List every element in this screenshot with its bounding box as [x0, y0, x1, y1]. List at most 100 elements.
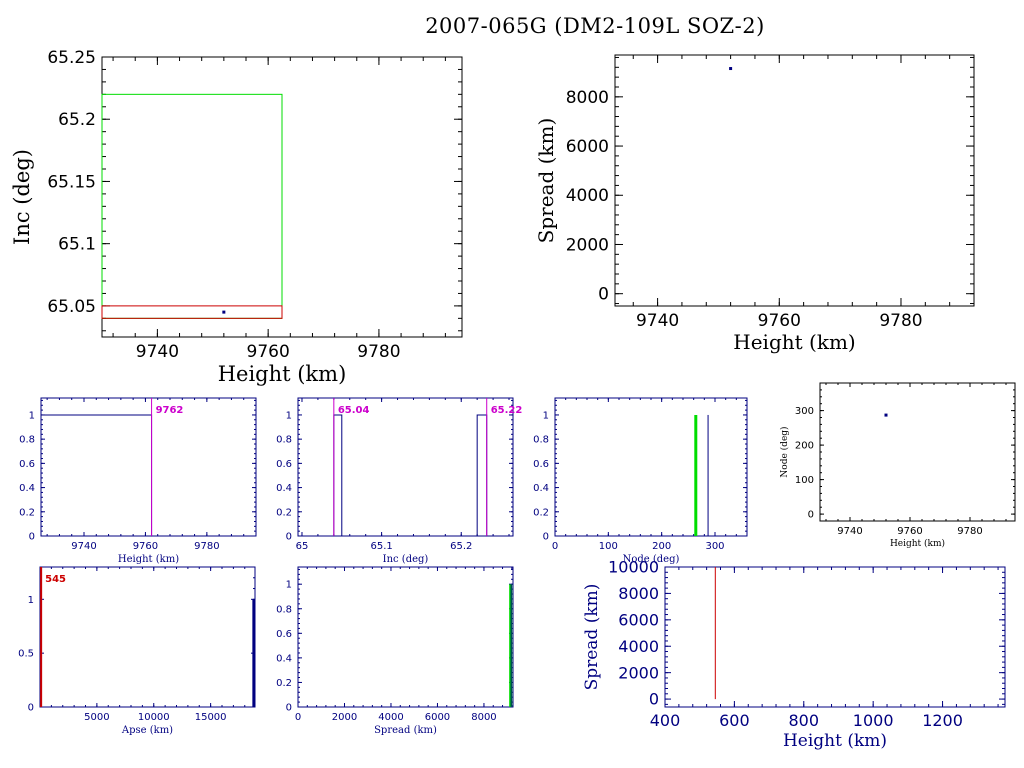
inc-vs-height-y-tick-label: 65.25: [47, 48, 96, 68]
node-vs-height-x-tick-label: 9760: [897, 526, 922, 537]
inc-hist-x-tick-label: 65.2: [450, 541, 472, 552]
spread-vs-height-x-tick-label: 9740: [636, 311, 679, 331]
spread-hist-x-axis-label: Spread (km): [374, 725, 437, 736]
spread-vs-height-low-y-tick-label: 8000: [618, 584, 659, 603]
spread-vs-height-x-tick-label: 9780: [879, 311, 922, 331]
apse-hist-x-tick-label: 5000: [84, 712, 109, 723]
spread-vs-height-low-x-tick-label: 400: [650, 711, 681, 730]
spread-hist-x-tick-label: 8000: [471, 712, 496, 723]
inc-vs-height-x-tick-label: 9740: [136, 342, 179, 362]
spread-vs-height-low-x-tick-label: 800: [789, 711, 820, 730]
spread-vs-height-frame: [614, 54, 975, 307]
spread-hist-x-tick-label: 4000: [378, 712, 403, 723]
spread-vs-height-low-y-tick-label: 4000: [618, 637, 659, 656]
node-hist-y-tick-label: 0.8: [533, 435, 549, 446]
node-hist-y-tick-label: 1: [543, 410, 549, 421]
node-hist-x-tick-label: 0: [552, 541, 558, 552]
inc-vs-height-x-tick-label: 9760: [247, 342, 290, 362]
inc-hist-histogram-step: [476, 414, 488, 536]
inc-hist-x-tick-label: 65: [296, 541, 309, 552]
spread-vs-height-x-axis-label: Height (km): [733, 330, 855, 354]
node-vs-height-y-tick-label: 100: [795, 475, 814, 486]
height-hist-x-tick-label: 9740: [71, 541, 96, 552]
apse-hist-y-tick-label: 1: [28, 595, 34, 606]
height-hist-x-tick-label: 9760: [133, 541, 158, 552]
node-vs-height-data-point: [884, 413, 888, 417]
apse-hist-y-tick-label: 0: [28, 703, 34, 714]
apse-hist-y-tick-label: 0.5: [18, 649, 34, 660]
spread-vs-height-low-x-tick-label: 600: [719, 711, 750, 730]
inc-hist-x-axis-label: Inc (deg): [383, 554, 429, 565]
spread-hist-y-tick-label: 0.6: [276, 629, 292, 640]
height-hist-y-tick-label: 0.4: [19, 483, 35, 494]
inc-hist-marker-label: 65.04: [338, 405, 370, 416]
height-hist-y-tick-label: 0: [29, 532, 35, 543]
inc-hist-y-tick-label: 0: [286, 532, 292, 543]
spread-vs-height-x-tick-label: 9760: [758, 311, 801, 331]
spread-vs-height-y-tick-label: 8000: [566, 88, 609, 108]
spread-hist-y-tick-label: 1: [286, 580, 292, 591]
spread-hist-x-tick-label: 0: [295, 712, 301, 723]
node-hist-x-tick-label: 200: [652, 541, 671, 552]
height-hist-y-tick-label: 1: [29, 410, 35, 421]
height-hist-x-axis-label: Height (km): [118, 554, 179, 565]
inc-hist-y-tick-label: 1: [286, 410, 292, 421]
spread-hist-x-tick-label: 6000: [425, 712, 450, 723]
node-vs-height-x-axis-label: Height (km): [890, 538, 945, 549]
node-hist-x-tick-label: 300: [705, 541, 724, 552]
inc-vs-height-y-tick-label: 65.1: [58, 235, 96, 255]
spread-vs-height-low-frame: [664, 566, 1006, 708]
node-vs-height-x-tick-label: 9780: [957, 526, 982, 537]
spread-vs-height-y-tick-label: 2000: [566, 235, 609, 255]
inc-hist-x-tick-label: 65.1: [370, 541, 392, 552]
inc-vs-height-y-tick-label: 65.2: [58, 110, 96, 130]
spread-vs-height-y-tick-label: 4000: [566, 186, 609, 206]
height-hist-y-tick-label: 0.6: [19, 459, 35, 470]
node-vs-height-y-tick-label: 0: [808, 510, 814, 521]
height-hist-x-tick-label: 9780: [194, 541, 219, 552]
inc-vs-height-range-box: [101, 305, 283, 319]
spread-vs-height-low-y-tick-label: 0: [649, 690, 659, 709]
spread-vs-height-low-x-tick-label: 1200: [922, 711, 963, 730]
inc-vs-height-x-tick-label: 9780: [357, 342, 400, 362]
spread-vs-height-y-tick-label: 6000: [566, 137, 609, 157]
inc-vs-height-data-point: [222, 310, 226, 314]
spread-vs-height-low-y-tick-label: 10000: [608, 558, 659, 577]
spread-vs-height-low-y-tick-label: 6000: [618, 610, 659, 629]
apse-hist-x-tick-label: 10000: [138, 712, 170, 723]
spread-vs-height-low-y-axis-label: Spread (km): [582, 584, 602, 691]
node-hist-x-axis-label: Node (deg): [623, 554, 680, 565]
height-hist-y-tick-label: 0.8: [19, 435, 35, 446]
height-hist-frame: [40, 397, 257, 537]
node-hist-y-tick-label: 0: [543, 532, 549, 543]
apse-hist-x-axis-label: Apse (km): [121, 725, 173, 736]
apse-hist-x-tick-label: 15000: [195, 712, 227, 723]
inc-vs-height-y-tick-label: 65.15: [47, 172, 96, 192]
inc-vs-height-y-axis-label: Inc (deg): [10, 149, 34, 245]
spread-hist-x-tick-label: 2000: [332, 712, 357, 723]
node-vs-height-y-tick-label: 300: [795, 406, 814, 417]
spread-vs-height-y-tick-label: 0: [598, 285, 609, 305]
chart-title: 2007-065G (DM2-109L SOZ-2): [425, 14, 765, 38]
spread-hist-y-tick-label: 0: [286, 703, 292, 714]
node-hist-frame: [554, 397, 748, 537]
spread-vs-height-y-axis-label: Spread (km): [534, 118, 558, 244]
inc-hist-marker-label: 65.22: [491, 405, 523, 416]
node-vs-height-frame: [819, 382, 1016, 522]
inc-hist-frame: [297, 397, 514, 537]
apse-hist-marker-label: 545: [45, 574, 66, 585]
node-hist-x-tick-label: 100: [599, 541, 618, 552]
inc-vs-height-x-axis-label: Height (km): [218, 362, 347, 386]
node-hist-y-tick-label: 0.2: [533, 507, 549, 518]
node-vs-height-x-tick-label: 9740: [837, 526, 862, 537]
node-vs-height-y-tick-label: 200: [795, 441, 814, 452]
inc-hist-y-tick-label: 0.2: [276, 507, 292, 518]
inc-hist-y-tick-label: 0.4: [276, 483, 292, 494]
node-vs-height-y-axis-label: Node (deg): [779, 426, 790, 477]
spread-hist-y-tick-label: 0.4: [276, 653, 292, 664]
spread-vs-height-low-x-tick-label: 1000: [853, 711, 894, 730]
inc-vs-height-y-tick-label: 65.05: [47, 297, 96, 317]
height-hist-histogram-step: [41, 414, 153, 536]
spread-vs-height-data-point: [729, 67, 733, 71]
